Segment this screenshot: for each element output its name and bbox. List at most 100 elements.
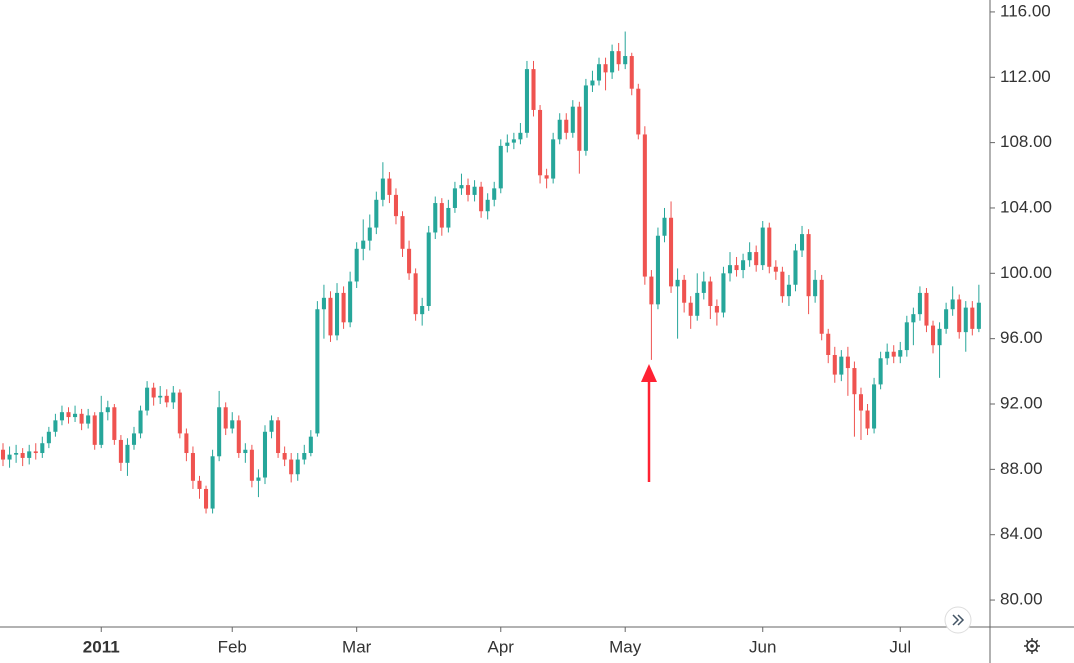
candle-body xyxy=(354,248,359,282)
candle-body xyxy=(485,199,490,212)
candle-body xyxy=(564,119,569,133)
candle-body xyxy=(20,453,25,458)
candle-body xyxy=(53,420,58,432)
candle-body xyxy=(741,260,746,271)
x-tick-label: Mar xyxy=(342,637,372,656)
candle-body xyxy=(452,188,457,208)
candle-body xyxy=(223,407,228,429)
candle-body xyxy=(59,412,64,421)
candle-body xyxy=(760,227,765,266)
candle-body xyxy=(963,307,968,333)
candle-body xyxy=(878,358,883,385)
candle-body xyxy=(524,69,529,133)
candle-body xyxy=(688,302,693,316)
candle-body xyxy=(158,395,163,398)
candle-body xyxy=(446,207,451,228)
candle-body xyxy=(145,387,150,411)
candle-body xyxy=(315,309,320,434)
candle-body xyxy=(629,56,634,89)
candle-body xyxy=(151,387,156,398)
candle-body xyxy=(262,431,268,478)
candle-body xyxy=(0,449,6,460)
candle-body xyxy=(230,420,235,429)
candle-body xyxy=(858,394,864,411)
candle-body xyxy=(86,415,91,424)
candle-body xyxy=(367,227,372,241)
candle-body xyxy=(276,420,281,454)
y-tick-label: 80.00 xyxy=(1000,590,1043,609)
x-tick-label: May xyxy=(609,637,642,656)
candle-body xyxy=(426,232,431,306)
candle-body xyxy=(249,449,254,481)
candle-body xyxy=(727,265,733,274)
candle-body xyxy=(184,433,189,454)
settings-icon[interactable] xyxy=(1024,638,1040,654)
candle-body xyxy=(662,217,667,236)
candle-body xyxy=(393,194,399,217)
candle-body xyxy=(361,240,366,249)
y-tick-label: 84.00 xyxy=(1000,524,1043,543)
candle-body xyxy=(33,451,38,454)
candle-body xyxy=(289,459,294,475)
candle-body xyxy=(885,351,890,359)
candle-body xyxy=(924,292,929,326)
candle-body xyxy=(701,281,706,293)
candle-body xyxy=(852,368,857,395)
x-tick-label: Feb xyxy=(218,637,247,656)
candle-body xyxy=(73,413,78,418)
candle-body xyxy=(217,407,222,457)
candle-body xyxy=(682,279,687,303)
candle-body xyxy=(505,142,510,146)
candle-body xyxy=(256,477,261,481)
candle-body xyxy=(138,410,143,434)
candle-body xyxy=(204,488,209,509)
candle-body xyxy=(930,325,936,346)
y-tick-label: 108.00 xyxy=(1000,132,1052,151)
candle-body xyxy=(374,199,379,228)
candle-body xyxy=(596,64,602,81)
candle-body xyxy=(904,322,909,351)
candle-body xyxy=(786,284,791,297)
candle-body xyxy=(348,281,353,323)
candle-body xyxy=(832,354,837,375)
candle-body xyxy=(655,235,660,305)
candle-body xyxy=(197,480,202,489)
candle-body xyxy=(937,328,942,346)
candle-body xyxy=(518,132,523,140)
candle-body xyxy=(970,307,975,329)
candle-body xyxy=(171,392,176,403)
candle-body xyxy=(826,333,831,355)
candle-body xyxy=(865,410,870,429)
candle-body xyxy=(459,185,464,189)
y-tick-label: 116.00 xyxy=(1000,1,1051,20)
candle-body xyxy=(433,203,438,233)
candle-body xyxy=(46,431,51,444)
x-tick-label: Apr xyxy=(488,637,515,656)
candle-body xyxy=(616,51,621,65)
candle-body xyxy=(944,309,949,329)
candle-body xyxy=(328,297,333,336)
candle-body xyxy=(793,250,798,285)
scroll-button[interactable] xyxy=(944,606,972,634)
candle-body xyxy=(642,134,647,277)
candle-body xyxy=(125,444,130,463)
candle-body xyxy=(950,299,955,310)
candle-body xyxy=(675,279,680,287)
candle-body xyxy=(400,216,405,249)
candle-body xyxy=(845,356,850,369)
x-tick-label: Jul xyxy=(889,637,911,656)
candle-body xyxy=(976,302,981,329)
y-tick-label: 104.00 xyxy=(1000,197,1052,216)
candle-body xyxy=(577,106,582,151)
candle-body xyxy=(308,436,313,454)
candle-body xyxy=(14,453,19,455)
candle-body xyxy=(898,350,903,357)
candle-body xyxy=(99,412,104,445)
candle-body xyxy=(164,395,169,403)
candle-body xyxy=(570,106,575,133)
candle-body xyxy=(420,305,425,315)
candle-body xyxy=(321,297,326,310)
candle-body xyxy=(302,453,307,460)
candle-body xyxy=(623,56,628,65)
candle-body xyxy=(105,407,110,413)
